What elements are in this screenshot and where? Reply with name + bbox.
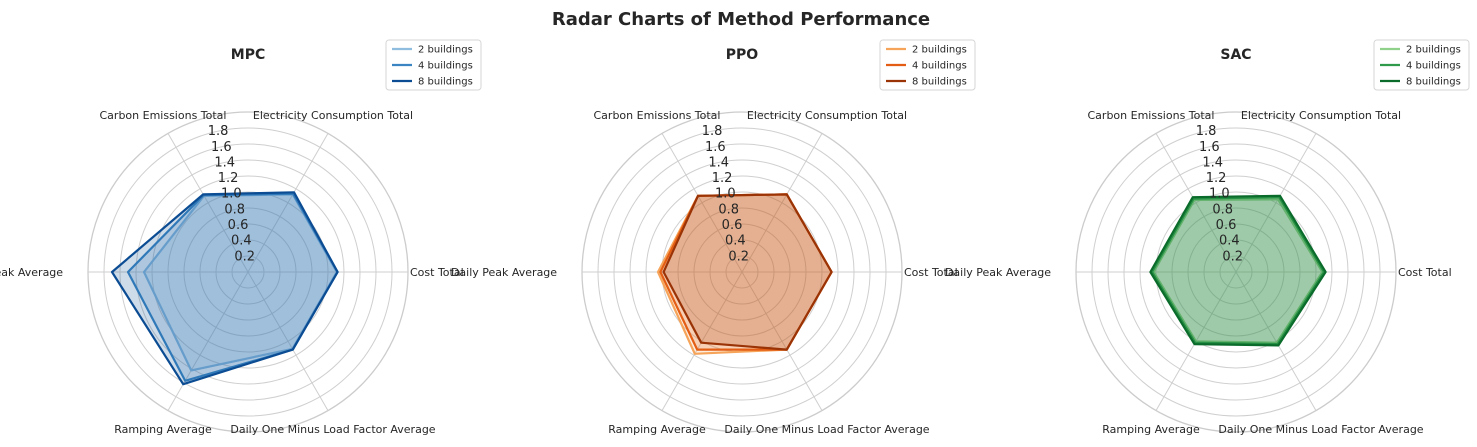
radial-tick-label: 0.6 [228,218,249,233]
spoke-line [1235,271,1317,411]
panel-title: SAC [1220,47,1251,63]
radial-tick-label: 0.8 [718,202,739,217]
radial-tick-label: 1.4 [708,155,729,170]
category-label-daily-peak-average: Daily Peak Average [451,266,557,279]
radial-tick-label: 0.4 [1219,234,1240,249]
legend-label: 4 buildings [912,61,967,72]
category-label-cost-total: Cost Total [904,266,958,279]
series-8-buildings [662,193,833,351]
category-label-daily-peak-average: Daily Peak Average [0,266,63,279]
radial-tick-label: 0.2 [1222,249,1243,264]
legend-label: 8 buildings [912,77,967,88]
category-label-carbon-emissions-total: Carbon Emissions Total [100,109,227,122]
radar-panel-sac: SAC 0.20.40.60.81.01.21.41.61.8 Cost Total… [945,39,1470,436]
category-label-daily-one-minus-load-factor-average: Daily One Minus Load Factor Average [724,423,929,436]
radial-tick-label: 1.2 [218,171,239,186]
radial-tick-label: 0.8 [1212,202,1233,217]
category-label-daily-one-minus-load-factor-average: Daily One Minus Load Factor Average [1218,423,1423,436]
radar-panel-ppo: PPO 0.20.40.60.81.01.21.41.61.8 Cost Total… [451,39,976,436]
panel-title: MPC [231,47,265,63]
category-label-daily-peak-average: Daily Peak Average [945,266,1051,279]
spoke-line [741,133,823,273]
radial-tick-label: 1.0 [221,187,242,202]
radial-tick-label: 1.0 [715,187,736,202]
legend-box [385,39,482,91]
spoke-line [661,133,743,273]
legend: 2 buildings 4 buildings 8 buildings [879,39,976,91]
series-4-buildings [1150,196,1326,346]
radial-tick-label: 1.0 [1209,187,1230,202]
radial-tick-label: 1.6 [211,140,232,155]
radial-tick-label: 1.2 [712,171,733,186]
category-label-carbon-emissions-total: Carbon Emissions Total [594,109,721,122]
legend: 2 buildings 4 buildings 8 buildings [385,39,482,91]
legend-label: 2 buildings [418,45,473,56]
radial-tick-label: 1.4 [1202,155,1223,170]
radial-tick-label: 0.4 [725,234,746,249]
category-label-cost-total: Cost Total [410,266,464,279]
radial-tick-label: 1.8 [1196,124,1217,139]
legend-label: 2 buildings [1406,45,1461,56]
spoke-line [1235,133,1317,273]
series-8-buildings [1149,194,1327,347]
category-label-ramping-average: Ramping Average [608,423,706,436]
category-label-electricity-consumption-total: Electricity Consumption Total [1241,109,1401,122]
legend-label: 4 buildings [1406,61,1461,72]
category-label-ramping-average: Ramping Average [1102,423,1200,436]
radial-tick-label: 0.8 [224,202,245,217]
legend-label: 4 buildings [418,61,473,72]
series-2-buildings [1152,198,1324,344]
spoke-line [741,271,823,411]
category-label-electricity-consumption-total: Electricity Consumption Total [747,109,907,122]
radial-tick-label: 1.8 [208,124,229,139]
radial-tick-label: 0.4 [231,234,252,249]
spoke-line [167,271,249,411]
radial-tick-label: 1.2 [1206,171,1227,186]
category-label-cost-total: Cost Total [1398,266,1452,279]
radial-tick-label: 0.6 [1216,218,1237,233]
legend-box [1373,39,1470,91]
category-label-carbon-emissions-total: Carbon Emissions Total [1088,109,1215,122]
category-label-daily-one-minus-load-factor-average: Daily One Minus Load Factor Average [230,423,435,436]
spoke-line [247,133,329,273]
radial-tick-label: 0.6 [722,218,743,233]
radial-tick-label: 1.8 [702,124,723,139]
radar-panel-mpc: MPC 0.20.40.60.81.01.21.41.61.8 Cost Total… [0,39,482,436]
spoke-line [247,271,329,411]
category-label-electricity-consumption-total: Electricity Consumption Total [253,109,413,122]
spoke-line [1155,133,1237,273]
radial-grid [87,111,409,433]
radial-tick-label: 0.2 [234,249,255,264]
legend: 2 buildings 4 buildings 8 buildings [1373,39,1470,91]
spoke-line [167,133,249,273]
radial-tick-label: 0.2 [728,249,749,264]
radial-tick-label: 1.6 [705,140,726,155]
figure-title: Radar Charts of Method Performance [552,9,930,30]
legend-label: 8 buildings [418,77,473,88]
category-label-ramping-average: Ramping Average [114,423,212,436]
radial-tick-label: 1.4 [214,155,235,170]
panel-title: PPO [726,47,759,63]
radial-tick-label: 1.6 [1199,140,1220,155]
series-8-buildings [110,191,339,386]
radial-grid [1075,111,1397,433]
legend-label: 8 buildings [1406,77,1461,88]
legend-box [879,39,976,91]
legend-label: 2 buildings [912,45,967,56]
spoke-line [661,271,743,411]
